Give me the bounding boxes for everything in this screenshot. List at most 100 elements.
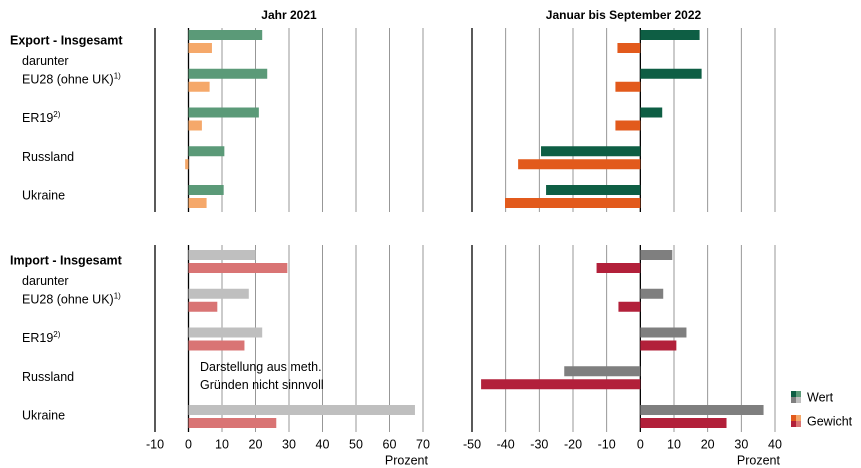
bar xyxy=(564,366,641,377)
x-tick-label: 20 xyxy=(701,437,715,451)
bar xyxy=(618,301,641,312)
category-text: Russland xyxy=(22,370,74,384)
bar xyxy=(640,107,663,118)
x-tick-label: 0 xyxy=(185,437,192,451)
category-text: Russland xyxy=(22,150,74,164)
x-tick-label: 10 xyxy=(215,437,229,451)
category-text: EU28 (ohne UK) xyxy=(22,293,114,307)
category-label: EU28 (ohne UK)1) xyxy=(22,291,121,306)
bar xyxy=(617,43,641,53)
bar xyxy=(188,301,218,312)
category-text: Ukraine xyxy=(22,409,65,423)
subheading: darunter xyxy=(22,54,69,68)
category-text: Export - Insgesamt xyxy=(10,34,123,48)
bar xyxy=(188,198,207,208)
category-label: Russland xyxy=(22,150,74,164)
bar xyxy=(640,30,700,40)
bar xyxy=(188,43,212,53)
category-text: Import - Insgesamt xyxy=(10,254,123,268)
x-tick-label: 20 xyxy=(249,437,263,451)
x-tick-label: -40 xyxy=(497,437,515,451)
annotation: Gründen nicht sinnvoll xyxy=(200,378,324,392)
panel-title: Januar bis September 2022 xyxy=(546,8,702,22)
bar xyxy=(188,340,245,351)
bar xyxy=(185,159,189,170)
bar xyxy=(188,107,259,118)
bar xyxy=(640,340,677,351)
footnote-marker: 2) xyxy=(53,330,60,339)
legend-swatch xyxy=(796,391,801,397)
x-tick-label: 40 xyxy=(316,437,330,451)
legend-swatch xyxy=(791,397,796,403)
bar xyxy=(188,418,277,428)
footnote-marker: 1) xyxy=(114,291,121,300)
category-label: Ukraine xyxy=(22,189,65,203)
x-axis-label: Prozent xyxy=(737,453,781,467)
legend-swatch xyxy=(791,415,796,421)
category-label: Import - Insgesamt xyxy=(10,254,123,268)
category-label: ER192) xyxy=(22,110,61,125)
x-tick-label: -20 xyxy=(564,437,582,451)
legend-swatch xyxy=(796,397,801,403)
x-tick-label: 40 xyxy=(768,437,782,451)
bar xyxy=(188,263,288,273)
bar xyxy=(188,68,268,79)
bar xyxy=(596,263,641,273)
x-tick-label: -10 xyxy=(146,437,164,451)
x-tick-label: 50 xyxy=(349,437,363,451)
legend-label: Gewicht xyxy=(807,414,853,428)
bar xyxy=(518,159,641,170)
x-tick-label: -10 xyxy=(598,437,616,451)
category-label: ER192) xyxy=(22,330,61,345)
footnote-marker: 2) xyxy=(53,110,60,119)
x-tick-label: -50 xyxy=(463,437,481,451)
bar xyxy=(504,198,641,208)
category-text: Ukraine xyxy=(22,189,65,203)
bar xyxy=(640,327,687,338)
category-label: Export - Insgesamt xyxy=(10,34,123,48)
legend-swatch xyxy=(791,421,796,427)
bar xyxy=(640,250,673,260)
x-tick-label: -30 xyxy=(530,437,548,451)
x-tick-label: 10 xyxy=(667,437,681,451)
bar xyxy=(188,327,263,338)
bar xyxy=(481,379,641,390)
bar xyxy=(640,68,702,79)
bar xyxy=(640,288,664,299)
x-tick-label: 30 xyxy=(734,437,748,451)
x-tick-label: 0 xyxy=(637,437,644,451)
x-tick-label: 60 xyxy=(383,437,397,451)
footnote-marker: 1) xyxy=(114,71,121,80)
legend-swatch xyxy=(796,421,801,427)
subheading: darunter xyxy=(22,274,69,288)
bar xyxy=(188,30,263,40)
category-text: ER19 xyxy=(22,111,53,125)
bar xyxy=(541,146,641,157)
legend-swatch xyxy=(796,415,801,421)
panel-title: Jahr 2021 xyxy=(261,8,317,22)
bar xyxy=(188,146,225,157)
legend-label: Wert xyxy=(807,390,834,404)
category-text: EU28 (ohne UK) xyxy=(22,73,114,87)
bar xyxy=(188,120,202,131)
x-axis-label: Prozent xyxy=(385,453,429,467)
bar xyxy=(640,418,727,428)
annotation: Darstellung aus meth. xyxy=(200,360,322,374)
bar xyxy=(615,120,641,131)
x-tick-label: 30 xyxy=(282,437,296,451)
category-label: EU28 (ohne UK)1) xyxy=(22,71,121,86)
bar xyxy=(188,405,415,415)
category-label: Ukraine xyxy=(22,409,65,423)
bar xyxy=(188,250,256,260)
legend-swatch xyxy=(791,391,796,397)
bar xyxy=(640,405,764,415)
bar xyxy=(615,81,641,92)
bar xyxy=(188,288,249,299)
bar xyxy=(188,81,210,92)
bar xyxy=(188,185,224,195)
category-label: Russland xyxy=(22,370,74,384)
category-text: ER19 xyxy=(22,331,53,345)
x-tick-label: 70 xyxy=(416,437,430,451)
bar xyxy=(546,185,641,195)
